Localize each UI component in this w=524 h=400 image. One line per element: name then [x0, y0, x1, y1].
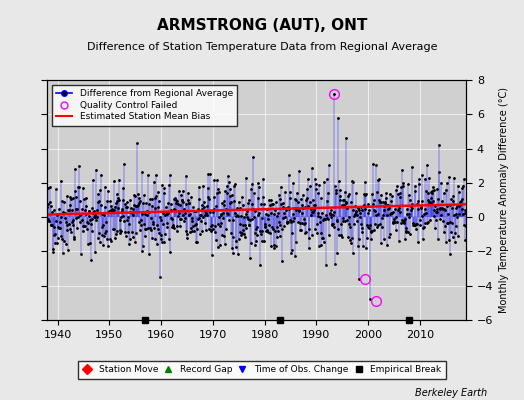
Legend: Station Move, Record Gap, Time of Obs. Change, Empirical Break: Station Move, Record Gap, Time of Obs. C… [78, 361, 446, 379]
Text: Berkeley Earth: Berkeley Earth [415, 388, 487, 398]
Text: Difference of Station Temperature Data from Regional Average: Difference of Station Temperature Data f… [87, 42, 437, 52]
Y-axis label: Monthly Temperature Anomaly Difference (°C): Monthly Temperature Anomaly Difference (… [499, 87, 509, 313]
Legend: Difference from Regional Average, Quality Control Failed, Estimated Station Mean: Difference from Regional Average, Qualit… [52, 84, 237, 126]
Text: ARMSTRONG (AUT), ONT: ARMSTRONG (AUT), ONT [157, 18, 367, 33]
